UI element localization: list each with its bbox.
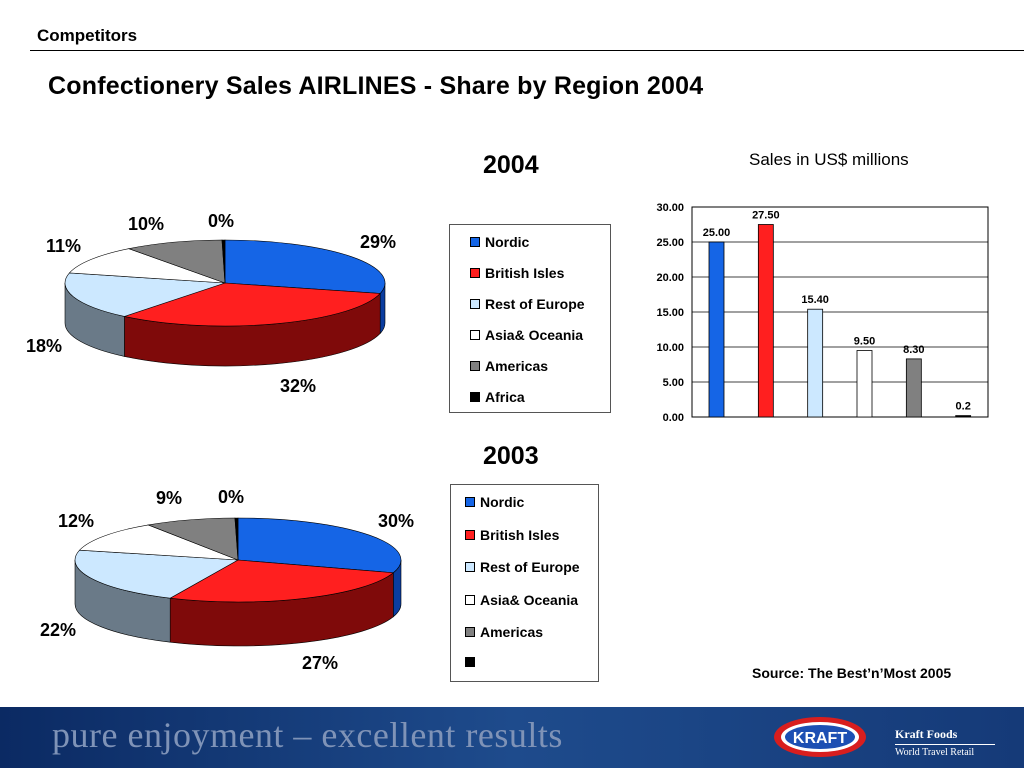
- legend-2003-item: Rest of Europe: [465, 559, 580, 575]
- pie-2004-label-americas: 10%: [128, 214, 165, 234]
- bar-y-tick-label: 10.00: [656, 342, 684, 354]
- legend-2004-label: Africa: [485, 389, 525, 405]
- legend-2003-swatch-rest-of-europe: [465, 562, 475, 572]
- bar-chart-title: Sales in US$ millions: [749, 150, 909, 169]
- legend-2003-swatch-asia-oceania: [465, 595, 475, 605]
- bar-y-tick-label: 25.00: [656, 237, 684, 249]
- pie-2004-label-british-isles: 32%: [280, 376, 317, 396]
- pie-2003-slice-rest-of-europe: [74, 549, 240, 599]
- footer-tagline: pure enjoyment – excellent results: [52, 715, 563, 755]
- legend-2003-item: Americas: [465, 624, 543, 640]
- legend-2003-swatch-africa: [465, 657, 475, 667]
- legend-2004-label: Asia& Oceania: [485, 327, 584, 343]
- slide-title: Confectionery Sales AIRLINES - Share by …: [48, 72, 704, 100]
- bar-y-tick-label: 15.00: [656, 307, 684, 319]
- pie-2004-slice-nordic: [224, 239, 386, 294]
- pie-2003-label-americas: 9%: [156, 488, 183, 508]
- bar-nordic: [708, 241, 725, 418]
- brand-subtitle: World Travel Retail: [895, 747, 975, 758]
- pie-2004-slice-americas: [127, 239, 226, 284]
- legend-2003-item: Asia& Oceania: [465, 592, 578, 608]
- bar-british-isles: [757, 224, 774, 418]
- legend-2004-swatch-rest-of-europe: [470, 299, 480, 309]
- pie-2003-slice-british-isles: [169, 559, 395, 603]
- bar-africa: [955, 415, 972, 418]
- bar-value-label: 25.00: [703, 227, 731, 239]
- bar-value-label: 27.50: [752, 210, 780, 222]
- legend-2004-swatch-americas: [470, 361, 480, 371]
- legend-2004-label: Rest of Europe: [485, 296, 585, 312]
- legend-2004-swatch-africa: [470, 392, 480, 402]
- pie-2003-slice-americas: [147, 517, 239, 561]
- legend-2003-swatch-americas: [465, 627, 475, 637]
- legend-2004-swatch-british-isles: [470, 268, 480, 278]
- pie-2004-legend: Nordic British Isles Rest of Europe Asia…: [449, 224, 611, 413]
- pie-2003-label-nordic: 30%: [378, 511, 415, 531]
- pie-2004-label-asia-oceania: 11%: [46, 236, 82, 256]
- pie-2003-label-british-isles: 27%: [302, 653, 339, 673]
- bar-y-tick-label: 0.00: [663, 412, 684, 424]
- pie-chart-2003: [74, 517, 402, 647]
- bar-value-label: 15.40: [801, 294, 829, 306]
- pie-2003-label-asia-oceania: 12%: [58, 511, 95, 531]
- legend-2003-label: Nordic: [480, 494, 525, 510]
- pie-2004-label-africa: 0%: [208, 211, 235, 231]
- brand-rule: [895, 744, 995, 745]
- bar-rest-of-europe: [807, 308, 824, 418]
- bar-americas: [905, 358, 922, 418]
- kraft-logo-text: KRAFT: [793, 730, 847, 747]
- section-label: Competitors: [37, 26, 138, 45]
- legend-2004-label: British Isles: [485, 265, 565, 281]
- legend-2004-item: British Isles: [470, 265, 564, 281]
- legend-2003-item: Nordic: [465, 494, 524, 510]
- pie-2004-slice-british-isles: [123, 282, 381, 327]
- legend-2004-swatch-asia-oceania: [470, 330, 480, 340]
- pie-2003-slice-africa: [234, 517, 239, 561]
- legend-2003-label: British Isles: [480, 527, 560, 543]
- legend-2004-swatch-nordic: [470, 237, 480, 247]
- kraft-logo: KRAFT: [774, 717, 866, 757]
- legend-2003-label: Americas: [480, 624, 544, 640]
- pie-2004-slice-africa: [221, 239, 226, 284]
- pie-2004-title: 2004: [483, 151, 539, 179]
- bar-y-tick-label: 5.00: [663, 377, 684, 389]
- bar-value-label: 0.2: [956, 401, 971, 413]
- legend-2003-item: [465, 657, 480, 667]
- legend-2003-swatch-nordic: [465, 497, 475, 507]
- legend-2004-label: Nordic: [485, 234, 530, 250]
- legend-2003-label: Asia& Oceania: [480, 592, 579, 608]
- pie-2004-slice-rest-of-europe: [64, 272, 226, 317]
- source-note: Source: The Best’n’Most 2005: [752, 665, 952, 681]
- pie-2004-label-nordic: 29%: [360, 232, 397, 252]
- bar-asia-oceania: [856, 350, 873, 418]
- pie-2003-slice-asia-oceania: [78, 524, 239, 561]
- pie-2003-slice-nordic: [237, 517, 402, 574]
- brand-name: Kraft Foods: [895, 727, 958, 741]
- pie-2004-label-rest-of-europe: 18%: [26, 336, 63, 356]
- bar-plot-frame: [691, 206, 989, 418]
- pie-chart-2004: [64, 239, 386, 367]
- legend-2004-label: Americas: [485, 358, 549, 374]
- legend-2004-item: Rest of Europe: [470, 296, 585, 312]
- legend-2003-swatch-british-isles: [465, 530, 475, 540]
- legend-2004-item: Nordic: [470, 234, 529, 250]
- bar-value-label: 8.30: [903, 344, 924, 356]
- bar-y-tick-label: 20.00: [656, 272, 684, 284]
- pie-2003-legend: Nordic British Isles Rest of Europe Asia…: [450, 484, 599, 682]
- legend-2003-item: British Isles: [465, 527, 559, 543]
- legend-2004-item: Americas: [470, 358, 548, 374]
- header-rule: [30, 50, 1024, 51]
- bar-y-tick-label: 30.00: [656, 202, 684, 214]
- bar-chart: 30.00 25.00 20.00 15.00 10.00 5.00 0.00 25.00 27…: [656, 202, 989, 424]
- legend-2004-item: Asia& Oceania: [470, 327, 583, 343]
- pie-2004-slice-asia-oceania: [68, 248, 226, 284]
- legend-2003-label: Rest of Europe: [480, 559, 580, 575]
- legend-2004-item: Africa: [470, 389, 525, 405]
- pie-2003-label-africa: 0%: [218, 487, 245, 507]
- bar-value-label: 9.50: [854, 336, 875, 348]
- pie-2003-label-rest-of-europe: 22%: [40, 620, 77, 640]
- pie-2003-title: 2003: [483, 442, 539, 470]
